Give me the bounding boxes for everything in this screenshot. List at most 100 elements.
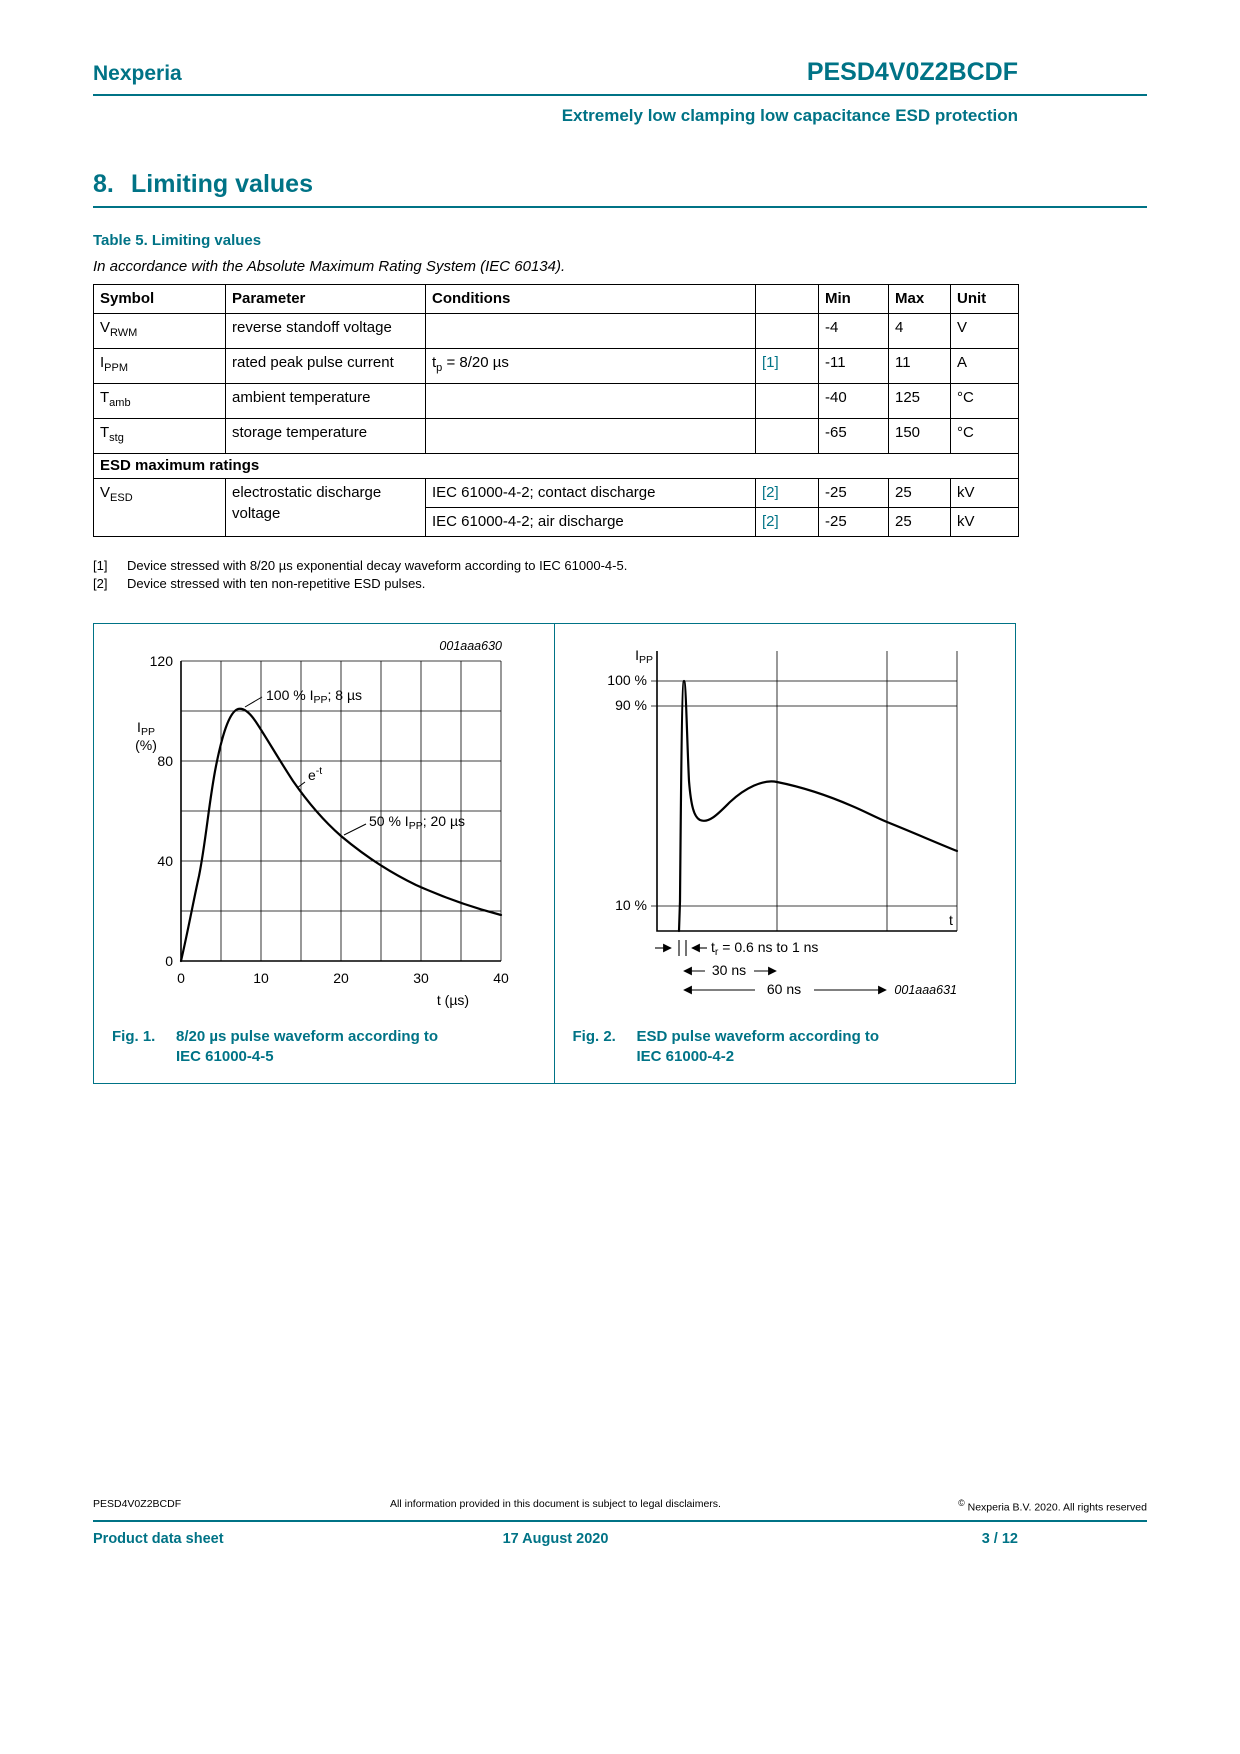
col-header-unit: Unit <box>950 284 1019 314</box>
part-number-title: PESD4V0Z2BCDF <box>806 58 1018 86</box>
fig1-half-leader-line <box>343 823 367 836</box>
fig2-tr-annotation: tr = 0.6 ns to 1 ns <box>711 939 818 958</box>
section-heading: 8. Limiting values <box>93 170 1147 199</box>
symbol-cell: Tamb <box>93 383 226 419</box>
table-row: IPPM rated peak pulse current tp = 8/20 … <box>93 348 1019 384</box>
parameter-cell: storage temperature <box>225 418 426 454</box>
section-number: 8. <box>93 170 114 198</box>
footnote-ref-link[interactable]: [2] <box>755 507 819 537</box>
footer-disclaimer: All information provided in this documen… <box>390 1498 721 1510</box>
footnote-ref-link[interactable]: [1] <box>755 348 819 384</box>
fig2-yaxis-label: IPP <box>635 647 653 666</box>
footnotes: [1] Device stressed with 8/20 µs exponen… <box>93 557 1147 593</box>
page-header: Nexperia PESD4V0Z2BCDF <box>93 0 1018 87</box>
min-cell: -4 <box>818 313 889 349</box>
fig2-30ns-annotation: 30 ns <box>711 962 745 978</box>
min-cell: -25 <box>818 478 889 508</box>
fig2-code: 001aaa631 <box>894 983 957 997</box>
fig1-peak-leader-line <box>244 696 263 708</box>
fig2-axes <box>655 651 957 932</box>
unit-cell: kV <box>950 478 1019 508</box>
table-row: Tamb ambient temperature -40 125 °C <box>93 383 1019 419</box>
col-header-symbol: Symbol <box>93 284 226 314</box>
footnote-ref-link[interactable]: [2] <box>755 478 819 508</box>
conditions-cell <box>425 313 756 349</box>
fig2-60ns-annotation: 60 ns <box>766 981 800 997</box>
max-cell: 25 <box>888 478 951 508</box>
document-subtitle: Extremely low clamping low capacitance E… <box>561 106 1018 125</box>
fig1-exp-leader-line <box>296 781 306 789</box>
footer-doc-id: PESD4V0Z2BCDF <box>93 1498 182 1510</box>
figure-number: Fig. 1. <box>112 1028 156 1045</box>
unit-cell: V <box>950 313 1019 349</box>
symbol-cell: VESD <box>93 478 226 537</box>
symbol-cell: IPPM <box>93 348 226 384</box>
fig1-chart: 001aaa630 120 80 40 0 0 10 20 30 40 t (µ… <box>135 639 509 1008</box>
footnote-ref-cell <box>755 383 819 419</box>
conditions-cell: IEC 61000-4-2; air discharge <box>425 507 756 537</box>
fig1-ytick: 0 <box>165 953 173 969</box>
page-footer: PESD4V0Z2BCDF All information provided i… <box>93 1498 1147 1547</box>
fig2-xaxis-label: t <box>949 912 953 928</box>
table-header-row: Symbol Parameter Conditions Min Max Unit <box>93 284 1019 314</box>
table-row: VRWM reverse standoff voltage -4 4 V <box>93 313 1019 349</box>
col-header-conditions: Conditions <box>425 284 756 314</box>
footnote-ref-cell <box>755 313 819 349</box>
fig1-xtick: 40 <box>493 970 509 986</box>
symbol-cell: VRWM <box>93 313 226 349</box>
header-rule <box>93 94 1147 96</box>
table-row: IEC 61000-4-2; air discharge [2] -25 25 … <box>94 507 1019 537</box>
figure-1-caption: Fig. 1. 8/20 µs pulse waveform according… <box>112 1027 554 1067</box>
footnote: [1] Device stressed with 8/20 µs exponen… <box>93 557 1147 575</box>
conditions-cell: tp = 8/20 µs <box>425 348 756 384</box>
fig2-grid <box>650 651 957 931</box>
figure-1-panel: 001aaa630 120 80 40 0 0 10 20 30 40 t (µ… <box>94 624 555 1083</box>
table-row: Tstg storage temperature -65 150 °C <box>93 418 1019 454</box>
parameter-cell: reverse standoff voltage <box>225 313 426 349</box>
parameter-cell: ambient temperature <box>225 383 426 419</box>
fig1-ytick: 120 <box>150 653 174 669</box>
footnote-ref-cell <box>755 418 819 454</box>
parameter-cell: rated peak pulse current <box>225 348 426 384</box>
brand-logo-text: Nexperia <box>93 62 182 85</box>
fig1-code: 001aaa630 <box>439 639 502 653</box>
fig1-half-annotation: 50 % IPP; 20 µs <box>369 813 465 832</box>
col-header-max: Max <box>888 284 951 314</box>
footnote-text: Device stressed with 8/20 µs exponential… <box>127 558 628 573</box>
table-intro-note: In accordance with the Absolute Maximum … <box>93 258 566 275</box>
footnote: [2] Device stressed with ten non-repetit… <box>93 575 1147 593</box>
unit-cell: °C <box>950 383 1019 419</box>
limiting-values-table: Symbol Parameter Conditions Min Max Unit… <box>93 284 1019 537</box>
figure-2-panel: IPP 100 % 90 % 10 % tr = 0.6 ns to 1 ns … <box>555 624 1016 1083</box>
footnote-text: Device stressed with ten non-repetitive … <box>127 576 426 591</box>
footnote-marker: [2] <box>93 576 108 591</box>
figure-number: Fig. 2. <box>572 1028 616 1045</box>
max-cell: 25 <box>888 507 951 537</box>
col-header-min: Min <box>818 284 889 314</box>
unit-cell: °C <box>950 418 1019 454</box>
max-cell: 11 <box>888 348 951 384</box>
min-cell: -40 <box>818 383 889 419</box>
figures-frame: 001aaa630 120 80 40 0 0 10 20 30 40 t (µ… <box>93 623 1016 1084</box>
col-header-parameter: Parameter <box>225 284 426 314</box>
fig2-ytick: 100 % <box>607 672 647 688</box>
fig2-ytick: 10 % <box>615 897 647 913</box>
fig1-peak-annotation: 100 % IPP; 8 µs <box>266 687 362 706</box>
footer-date: 17 August 2020 <box>502 1531 609 1547</box>
fig1-yaxis-unit: (%) <box>135 737 157 753</box>
parameter-cell: electrostatic discharge voltage <box>225 478 426 537</box>
fig1-yaxis-label: IPP <box>137 719 155 738</box>
fig1-ytick: 80 <box>157 753 173 769</box>
fig2-ytick: 90 % <box>615 697 647 713</box>
table-subsection-row: ESD maximum ratings <box>93 453 1019 479</box>
page-content: Nexperia PESD4V0Z2BCDF Extremely low cla… <box>93 0 1147 1084</box>
fig1-xtick: 10 <box>253 970 269 986</box>
section-title: Limiting values <box>131 170 313 198</box>
fig1-xtick: 20 <box>333 970 349 986</box>
fig1-waveform-curve <box>179 707 503 963</box>
footer-page-number: 3 / 12 <box>981 1531 1018 1547</box>
section-rule <box>93 206 1147 208</box>
fig1-grid <box>181 660 502 961</box>
figure-2-caption: Fig. 2. ESD pulse waveform according to I… <box>573 1027 1016 1067</box>
conditions-cell <box>425 418 756 454</box>
